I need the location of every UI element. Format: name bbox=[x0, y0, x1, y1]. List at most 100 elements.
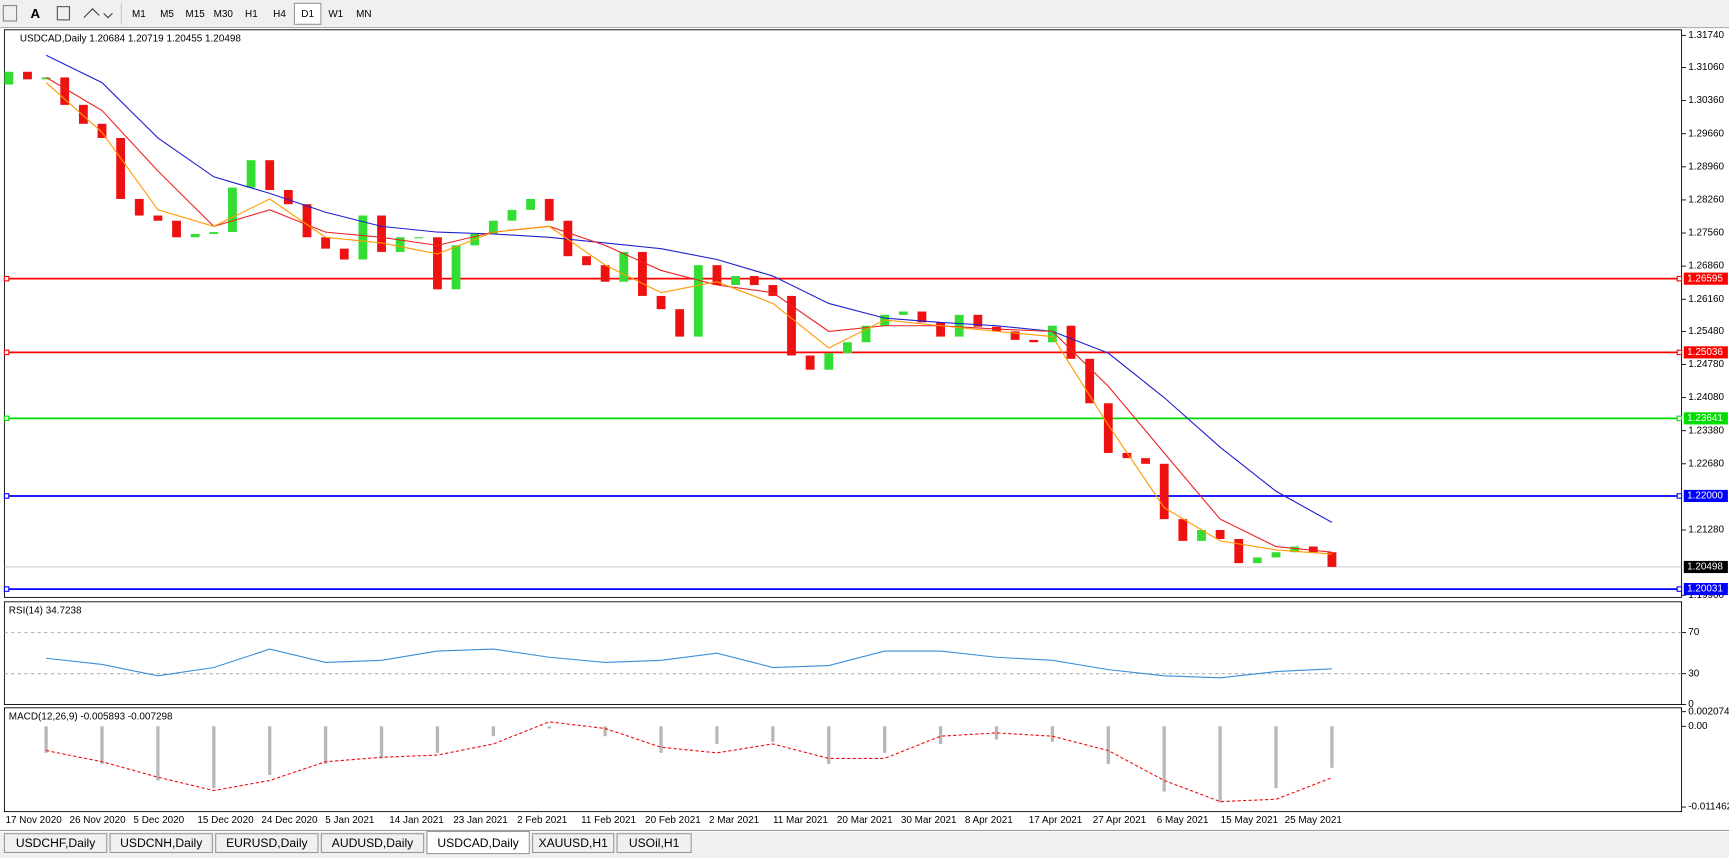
candle-body bbox=[1308, 546, 1318, 553]
candle-body bbox=[917, 311, 927, 323]
level-handle[interactable] bbox=[3, 415, 10, 422]
tab-label[interactable]: USDCHF,Daily bbox=[16, 836, 96, 850]
chart-window bbox=[3, 707, 1683, 813]
chart-window bbox=[3, 29, 1683, 598]
y-tick-label: 1.28260 bbox=[1688, 195, 1724, 206]
timeframe-label[interactable]: H4 bbox=[273, 9, 286, 20]
tab-label[interactable]: USDCAD,Daily bbox=[437, 836, 519, 850]
timeframe-button[interactable] bbox=[266, 3, 293, 25]
candle-body bbox=[936, 322, 945, 337]
level-handle[interactable] bbox=[3, 349, 10, 356]
macd-bar bbox=[771, 726, 775, 742]
date-label: 23 Jan 2021 bbox=[453, 815, 508, 826]
tab[interactable] bbox=[320, 833, 425, 854]
timeframe-label[interactable]: MN bbox=[356, 9, 371, 20]
tab[interactable] bbox=[426, 830, 530, 855]
candle-body bbox=[1085, 358, 1095, 404]
candle-body bbox=[1327, 552, 1337, 567]
level-label-box bbox=[1683, 272, 1728, 285]
candle-body bbox=[78, 104, 88, 124]
candle-body bbox=[321, 237, 331, 249]
candle-body bbox=[768, 285, 778, 296]
indicator-title: RSI(14) 34.7238 bbox=[9, 605, 82, 616]
candle-body bbox=[693, 265, 703, 337]
tab[interactable] bbox=[616, 833, 692, 854]
candle-body bbox=[1141, 458, 1150, 464]
candle-body bbox=[954, 314, 964, 337]
candle-body bbox=[153, 215, 163, 221]
tab[interactable] bbox=[532, 833, 615, 854]
y-tick-label: 1.21280 bbox=[1688, 525, 1724, 536]
macd-bar bbox=[268, 726, 272, 775]
candle-body bbox=[1066, 325, 1076, 359]
candle-body bbox=[60, 77, 70, 105]
tab-label[interactable]: EURUSD,Daily bbox=[226, 836, 308, 850]
label-tool[interactable] bbox=[56, 6, 71, 21]
candle-body bbox=[731, 276, 741, 286]
candle-body bbox=[675, 309, 685, 337]
chart-window bbox=[3, 601, 1683, 705]
y-tick-label: 1.29660 bbox=[1688, 128, 1724, 139]
macd-bar bbox=[659, 726, 663, 753]
candle-body bbox=[824, 353, 834, 370]
indicator-line bbox=[45, 54, 1333, 523]
timeframe-button[interactable] bbox=[181, 3, 209, 25]
candle-body bbox=[246, 160, 256, 188]
text-tool[interactable]: A bbox=[31, 6, 41, 21]
candle-body bbox=[172, 220, 181, 238]
date-label: 2 Feb 2021 bbox=[517, 815, 568, 826]
crosshair-icon[interactable] bbox=[2, 4, 18, 22]
level-handle[interactable] bbox=[3, 586, 10, 592]
macd-bar bbox=[1106, 726, 1110, 764]
level-handle[interactable] bbox=[3, 275, 10, 282]
y-tick-label: 1.26160 bbox=[1688, 294, 1724, 305]
candle-body bbox=[861, 325, 871, 343]
timeframe-label[interactable]: M1 bbox=[132, 9, 146, 20]
timeframe-button[interactable] bbox=[350, 3, 378, 25]
level-handle[interactable] bbox=[1676, 586, 1683, 592]
timeframe-label[interactable]: W1 bbox=[328, 9, 343, 20]
timeframe-label[interactable]: D1 bbox=[301, 9, 314, 20]
tab[interactable] bbox=[215, 833, 319, 854]
date-label: 14 Jan 2021 bbox=[389, 815, 444, 826]
arrows-tool[interactable] bbox=[83, 8, 113, 19]
timeframe-button[interactable] bbox=[210, 3, 237, 25]
y-tick-label: -0.011462 bbox=[1688, 802, 1729, 813]
timeframe-button[interactable] bbox=[322, 3, 349, 25]
tab-label[interactable]: USOil,H1 bbox=[629, 836, 680, 850]
level-handle[interactable] bbox=[1676, 415, 1683, 422]
candle-body bbox=[1197, 530, 1206, 541]
candle-body bbox=[1122, 452, 1132, 459]
tab-label[interactable]: USDCNH,Daily bbox=[120, 836, 203, 850]
timeframe-button[interactable] bbox=[238, 3, 265, 25]
date-label: 6 May 2021 bbox=[1157, 815, 1209, 826]
level-label-box bbox=[1683, 489, 1728, 503]
timeframe-button[interactable] bbox=[125, 3, 153, 25]
y-tick-label: 1.30360 bbox=[1688, 95, 1724, 106]
level-handle[interactable] bbox=[1676, 349, 1683, 356]
timeframe-label[interactable]: M30 bbox=[214, 9, 234, 20]
timeframe-label[interactable]: H1 bbox=[245, 9, 258, 20]
macd-bar bbox=[156, 726, 160, 781]
level-label: 1.22000 bbox=[1687, 491, 1723, 502]
level-handle[interactable] bbox=[1676, 275, 1683, 282]
level-handle[interactable] bbox=[1676, 493, 1683, 499]
tab[interactable] bbox=[109, 833, 213, 854]
macd-bar bbox=[603, 726, 607, 737]
timeframe-label[interactable]: M5 bbox=[160, 9, 174, 20]
tab-label[interactable]: AUDUSD,Daily bbox=[332, 836, 414, 850]
candle-body bbox=[451, 245, 461, 290]
tab-label[interactable]: XAUUSD,H1 bbox=[538, 836, 608, 850]
tab[interactable] bbox=[3, 833, 108, 854]
candle-body bbox=[544, 198, 554, 221]
macd-bar bbox=[1162, 726, 1166, 792]
timeframe-label[interactable]: M15 bbox=[186, 9, 206, 20]
timeframe-button[interactable] bbox=[153, 3, 181, 25]
candle-body bbox=[638, 251, 647, 296]
level-handle[interactable] bbox=[3, 493, 10, 499]
macd-bar bbox=[1274, 726, 1278, 789]
timeframe-button[interactable] bbox=[293, 2, 322, 25]
candle-body bbox=[414, 237, 424, 239]
candle-body bbox=[656, 295, 666, 310]
candle-body bbox=[433, 237, 442, 290]
